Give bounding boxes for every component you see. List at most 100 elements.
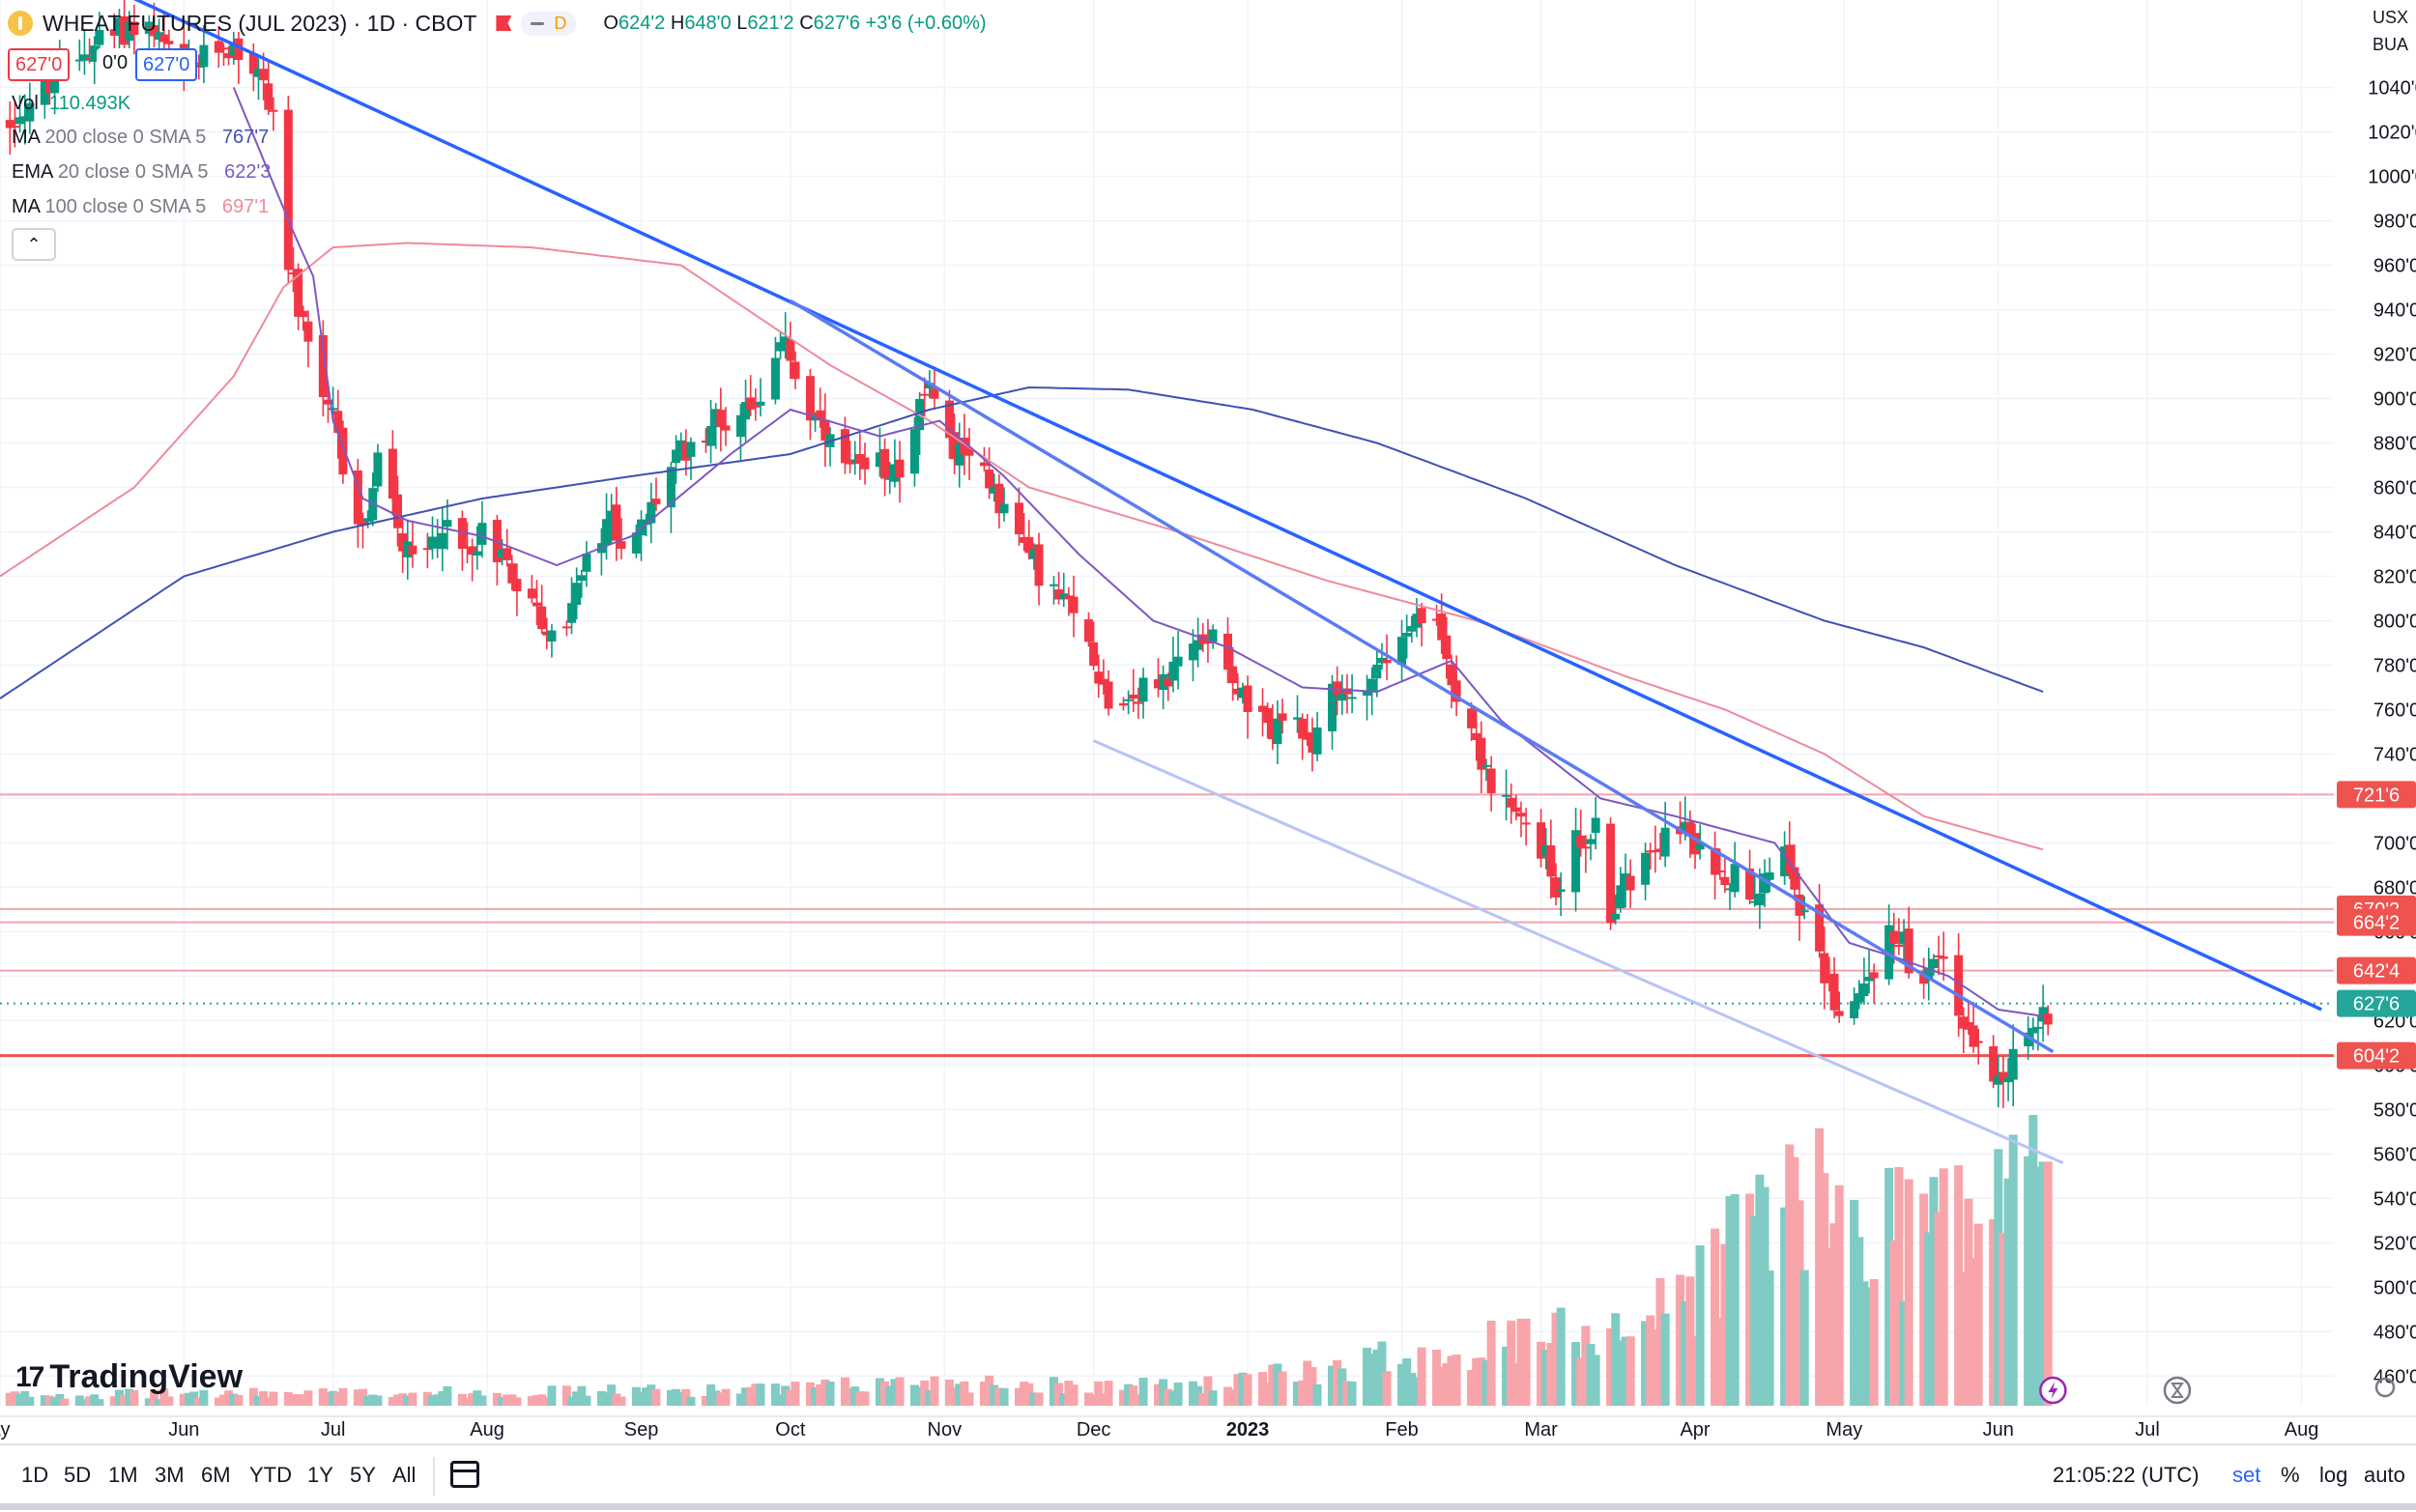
auto-toggle[interactable]: auto bbox=[2364, 1463, 2405, 1487]
indicator-ma200[interactable]: MA 200 close 0 SMA 5 767'7 bbox=[12, 127, 270, 148]
flag-icon[interactable] bbox=[496, 15, 512, 31]
candle-body bbox=[1083, 619, 1093, 642]
chevron-up-icon[interactable]: ⌃ bbox=[12, 228, 56, 261]
level-price-tag bbox=[2337, 908, 2416, 936]
level-price-tag bbox=[2337, 781, 2416, 809]
candle-body bbox=[144, 21, 154, 35]
volume-bar bbox=[1437, 1366, 1447, 1406]
candle-body bbox=[5, 120, 14, 128]
calendar-icon[interactable] bbox=[450, 1461, 479, 1488]
candle-body bbox=[1417, 608, 1426, 623]
timeframe-6m[interactable]: 6M bbox=[201, 1463, 231, 1487]
data-status-pill[interactable]: D bbox=[521, 11, 577, 36]
candle-body bbox=[979, 462, 989, 467]
level-price-tag-text: 664'2 bbox=[2353, 913, 2400, 934]
timeframe-1y[interactable]: 1Y bbox=[307, 1463, 333, 1487]
candle-body bbox=[527, 588, 536, 599]
candle-body bbox=[850, 459, 860, 462]
timeframe-ytd[interactable]: YTD bbox=[249, 1463, 292, 1487]
price-axis-label: 560'0 bbox=[2373, 1144, 2416, 1165]
candle-body bbox=[885, 477, 895, 480]
volume-bar bbox=[1973, 1223, 1983, 1406]
candle-body bbox=[503, 548, 512, 560]
timeframe-1d[interactable]: 1D bbox=[21, 1463, 49, 1487]
timeframe-3m[interactable]: 3M bbox=[155, 1463, 185, 1487]
candle-body bbox=[1208, 629, 1218, 642]
timeframe-all[interactable]: All bbox=[392, 1463, 417, 1487]
percent-toggle[interactable]: % bbox=[2281, 1463, 2300, 1487]
candle-body bbox=[964, 449, 974, 456]
volume-bar bbox=[1367, 1354, 1377, 1406]
timeframe-1m[interactable]: 1M bbox=[108, 1463, 138, 1487]
candle-body bbox=[1755, 893, 1765, 906]
time-axis-label: Sep bbox=[624, 1419, 659, 1441]
volume-bar bbox=[751, 1384, 761, 1406]
price-axis-label: 580'0 bbox=[2373, 1099, 2416, 1121]
candle-body bbox=[303, 321, 313, 342]
candle-body bbox=[1164, 677, 1173, 687]
volume-bar bbox=[1929, 1177, 1939, 1406]
candle-body bbox=[422, 548, 432, 551]
symbol-title[interactable]: WHEAT FUTURES (JUL 2023) · 1D · CBOT bbox=[43, 10, 477, 36]
candle-body bbox=[1034, 544, 1044, 586]
sell-price-box[interactable]: 627'0 bbox=[8, 48, 71, 81]
log-toggle[interactable]: log bbox=[2319, 1463, 2348, 1487]
price-axis-label: 840'0 bbox=[2373, 522, 2416, 543]
timeframe-5y[interactable]: 5Y bbox=[350, 1463, 376, 1487]
candle-body bbox=[1795, 894, 1804, 916]
indicator-volume[interactable]: Vol 110.493K bbox=[12, 93, 131, 114]
tradingview-watermark: TradingView bbox=[49, 1358, 244, 1395]
volume-bar bbox=[1720, 1243, 1730, 1406]
candle-body bbox=[855, 454, 865, 465]
timeframe-5d[interactable]: 5D bbox=[64, 1463, 92, 1487]
volume-bar bbox=[930, 1376, 939, 1406]
chart-legend-header: WHEAT FUTURES (JUL 2023) · 1D · CBOT D O… bbox=[8, 4, 987, 43]
volume-bar bbox=[10, 1391, 19, 1406]
candle-body bbox=[95, 29, 104, 45]
candle-body bbox=[1999, 1071, 2008, 1082]
session-toggle[interactable]: set bbox=[2232, 1463, 2261, 1487]
unit-label[interactable]: BUA bbox=[2372, 35, 2408, 54]
candle-body bbox=[1194, 640, 1203, 650]
indicator-ma100[interactable]: MA 100 close 0 SMA 5 697'1 bbox=[12, 196, 270, 217]
volume-bar bbox=[1118, 1389, 1128, 1406]
volume-bar bbox=[1859, 1281, 1869, 1406]
volume-bar bbox=[1094, 1381, 1104, 1406]
volume-bar bbox=[194, 1397, 204, 1406]
candle-body bbox=[1129, 695, 1138, 699]
volume-bar bbox=[507, 1394, 517, 1406]
candle-body bbox=[1511, 807, 1521, 813]
candle-body bbox=[1118, 702, 1128, 706]
candle-body bbox=[1363, 691, 1372, 696]
volume-bar bbox=[572, 1391, 582, 1406]
volume-bar bbox=[144, 1398, 154, 1406]
candle-body bbox=[1919, 971, 1929, 984]
volume-bar bbox=[642, 1387, 651, 1406]
time-axis: ay Jun Jul Aug Sep Oct Nov Dec 2023 Feb Mar Apr May J… bbox=[0, 1415, 2416, 1441]
volume-bar bbox=[125, 1388, 134, 1406]
volume-bar bbox=[512, 1397, 522, 1406]
volume-bar bbox=[1481, 1360, 1491, 1406]
candle-body bbox=[1785, 844, 1795, 874]
candle-body bbox=[1303, 732, 1312, 740]
volume-bar bbox=[567, 1396, 577, 1406]
price-axis-label: 920'0 bbox=[2373, 344, 2416, 365]
buy-price-box[interactable]: 627'0 bbox=[135, 48, 198, 81]
currency-label[interactable]: USX bbox=[2372, 8, 2408, 27]
volume-bar bbox=[1486, 1320, 1496, 1406]
utc-clock[interactable]: 21:05:22 (UTC) bbox=[2053, 1463, 2200, 1487]
volume-bar bbox=[1054, 1383, 1064, 1406]
chart-canvas[interactable]: 460'0480'0500'0520'0540'0560'0580'0600'0… bbox=[0, 0, 2416, 1443]
level-price-tag bbox=[2337, 956, 2416, 984]
indicator-ema20[interactable]: EMA 20 close 0 SMA 5 622'3 bbox=[12, 161, 272, 183]
candle-body bbox=[542, 631, 552, 636]
candle-body bbox=[1268, 721, 1278, 740]
volume-bar bbox=[786, 1389, 795, 1406]
ma100-line bbox=[0, 242, 2044, 851]
volume-bar bbox=[2033, 1166, 2043, 1406]
volume-bar bbox=[1711, 1228, 1720, 1406]
candle-body bbox=[666, 467, 676, 508]
candle-body bbox=[1820, 953, 1829, 984]
volume-bar bbox=[1188, 1381, 1197, 1406]
time-axis-label: Jun bbox=[168, 1419, 199, 1441]
